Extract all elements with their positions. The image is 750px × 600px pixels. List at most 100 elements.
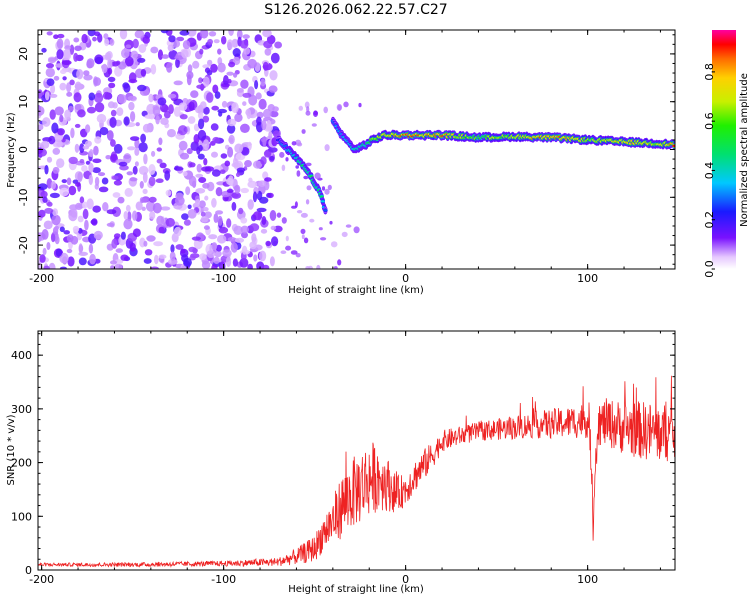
noise-blob (38, 183, 48, 191)
noise-blob (214, 91, 221, 99)
noise-blob (134, 147, 140, 156)
noise-blob (59, 187, 69, 197)
noise-blob (314, 172, 321, 180)
noise-blob (141, 206, 146, 211)
y-tick-label: 300 (11, 403, 32, 416)
x-tick-label: 0 (402, 272, 409, 285)
noise-blob (101, 63, 108, 74)
noise-blob (40, 140, 50, 149)
noise-blob (247, 199, 254, 210)
noise-blob (113, 233, 121, 240)
noise-blob (232, 258, 238, 267)
noise-blob (113, 180, 122, 186)
noise-blob (165, 217, 175, 227)
noise-blob (154, 254, 159, 265)
noise-blob (196, 163, 202, 173)
noise-blob (44, 164, 49, 175)
noise-blob (215, 244, 222, 252)
noise-blob (318, 227, 323, 231)
noise-blob (203, 225, 210, 230)
noise-blob (179, 152, 190, 160)
noise-blob (233, 225, 243, 235)
noise-blob (168, 104, 174, 115)
noise-blob (261, 216, 267, 225)
noise-blob (70, 127, 75, 139)
snr-y-axis: 0 100 200 300 400 (11, 333, 675, 577)
noise-blob (138, 142, 148, 153)
noise-blob (143, 240, 148, 247)
noise-blob (134, 138, 140, 149)
noise-blob (165, 189, 172, 197)
noise-blob (88, 243, 94, 254)
noise-blob (268, 38, 276, 43)
noise-blob (68, 156, 78, 165)
noise-blob (106, 222, 115, 227)
noise-blob (211, 197, 217, 208)
noise-blob (111, 238, 118, 249)
noise-blob (174, 55, 184, 60)
noise-blob (178, 102, 188, 111)
noise-blob (213, 256, 220, 264)
noise-blob (230, 242, 238, 253)
noise-blob (118, 161, 128, 167)
noise-blob (115, 60, 121, 66)
noise-blob (280, 250, 287, 254)
noise-blob (336, 103, 343, 111)
noise-blob (236, 167, 246, 173)
noise-blob (330, 241, 338, 248)
noise-blob (305, 266, 311, 269)
noise-blob (179, 30, 190, 36)
noise-blob (269, 256, 275, 267)
noise-blob (73, 52, 79, 62)
noise-blob (247, 141, 252, 151)
spectrogram-x-axis: -200 -100 0 100 (29, 30, 661, 285)
noise-blob (227, 146, 234, 158)
noise-blob (112, 192, 121, 198)
noise-blob (202, 115, 210, 123)
noise-blob (263, 108, 272, 119)
noise-blob (63, 49, 71, 59)
noise-blob (195, 173, 204, 178)
noise-blob (232, 56, 241, 66)
noise-blob (198, 118, 205, 130)
y-tick-label: 100 (11, 510, 32, 523)
noise-blob (186, 74, 192, 86)
noise-blob (108, 82, 116, 89)
noise-blob (225, 256, 232, 268)
noise-blob (210, 123, 219, 131)
noise-blob (227, 237, 237, 242)
colorbar-label: Normalized spectral amplitude (739, 73, 750, 227)
noise-blob (183, 219, 191, 226)
noise-blob (88, 174, 94, 186)
noise-blob (222, 249, 232, 257)
noise-blob (128, 72, 137, 83)
noise-blob (142, 188, 148, 195)
noise-blob (329, 220, 333, 225)
noise-blob (210, 63, 218, 73)
noise-blob (263, 149, 272, 158)
noise-blob (189, 162, 196, 168)
noise-blob (116, 107, 124, 116)
noise-blob (110, 139, 116, 147)
noise-blob (306, 106, 310, 113)
noise-blob (190, 141, 200, 152)
noise-blob (78, 257, 87, 266)
noise-blob (59, 226, 65, 233)
noise-blob (337, 259, 342, 266)
noise-blob (94, 92, 104, 103)
noise-blob (215, 187, 223, 197)
snr-frame (37, 330, 676, 571)
noise-blob (41, 47, 47, 53)
noise-blob (187, 209, 197, 219)
noise-blob (206, 250, 216, 258)
noise-blob (127, 211, 132, 222)
noise-blob (258, 180, 266, 187)
noise-blob (254, 80, 259, 90)
noise-blob (109, 38, 115, 46)
noise-blob (123, 218, 133, 230)
noise-blob (269, 210, 277, 221)
noise-blob (117, 196, 125, 204)
noise-blob (180, 248, 186, 254)
noise-blob (199, 30, 209, 39)
noise-blob (258, 98, 267, 110)
